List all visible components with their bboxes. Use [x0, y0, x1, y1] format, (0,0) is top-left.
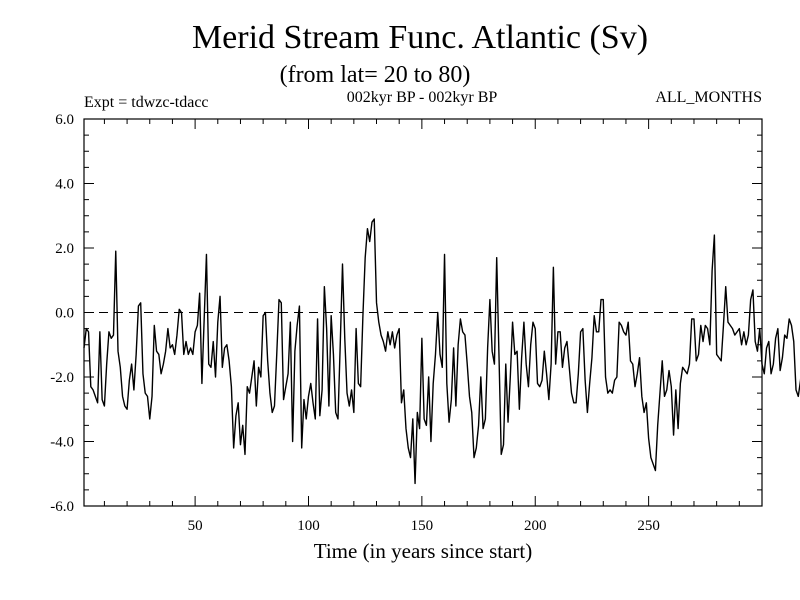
period-label: 002kyr BP - 002kyr BP — [347, 89, 498, 106]
x-tick-label: 250 — [637, 518, 660, 534]
y-tick-label: 6.0 — [55, 112, 74, 128]
y-tick-label: -4.0 — [50, 435, 74, 451]
y-tick-label: 0.0 — [55, 306, 74, 322]
y-tick-label: -2.0 — [50, 370, 74, 386]
months-label: ALL_MONTHS — [655, 89, 762, 106]
x-tick-label: 50 — [188, 518, 203, 534]
y-tick-label: 4.0 — [55, 177, 74, 193]
x-axis-label: Time (in years since start) — [314, 539, 533, 563]
series-line — [83, 218, 800, 485]
y-tick-label: 2.0 — [55, 241, 74, 257]
series-layer — [83, 218, 800, 485]
experiment-label: Expt = tdwzc-tdacc — [84, 94, 209, 111]
chart-title: Merid Stream Func. Atlantic (Sv) — [192, 19, 648, 56]
tick-layer: -6.0 -4.0 -2.0 0.0 2.0 4.0 6.0 50 100 150 200 250 — [50, 112, 762, 534]
x-tick-label: 100 — [297, 518, 320, 534]
y-tick-label: -6.0 — [50, 499, 74, 515]
chart-subtitle: (from lat= 20 to 80) — [280, 62, 471, 88]
x-tick-label: 200 — [524, 518, 547, 534]
x-tick-label: 150 — [411, 518, 434, 534]
